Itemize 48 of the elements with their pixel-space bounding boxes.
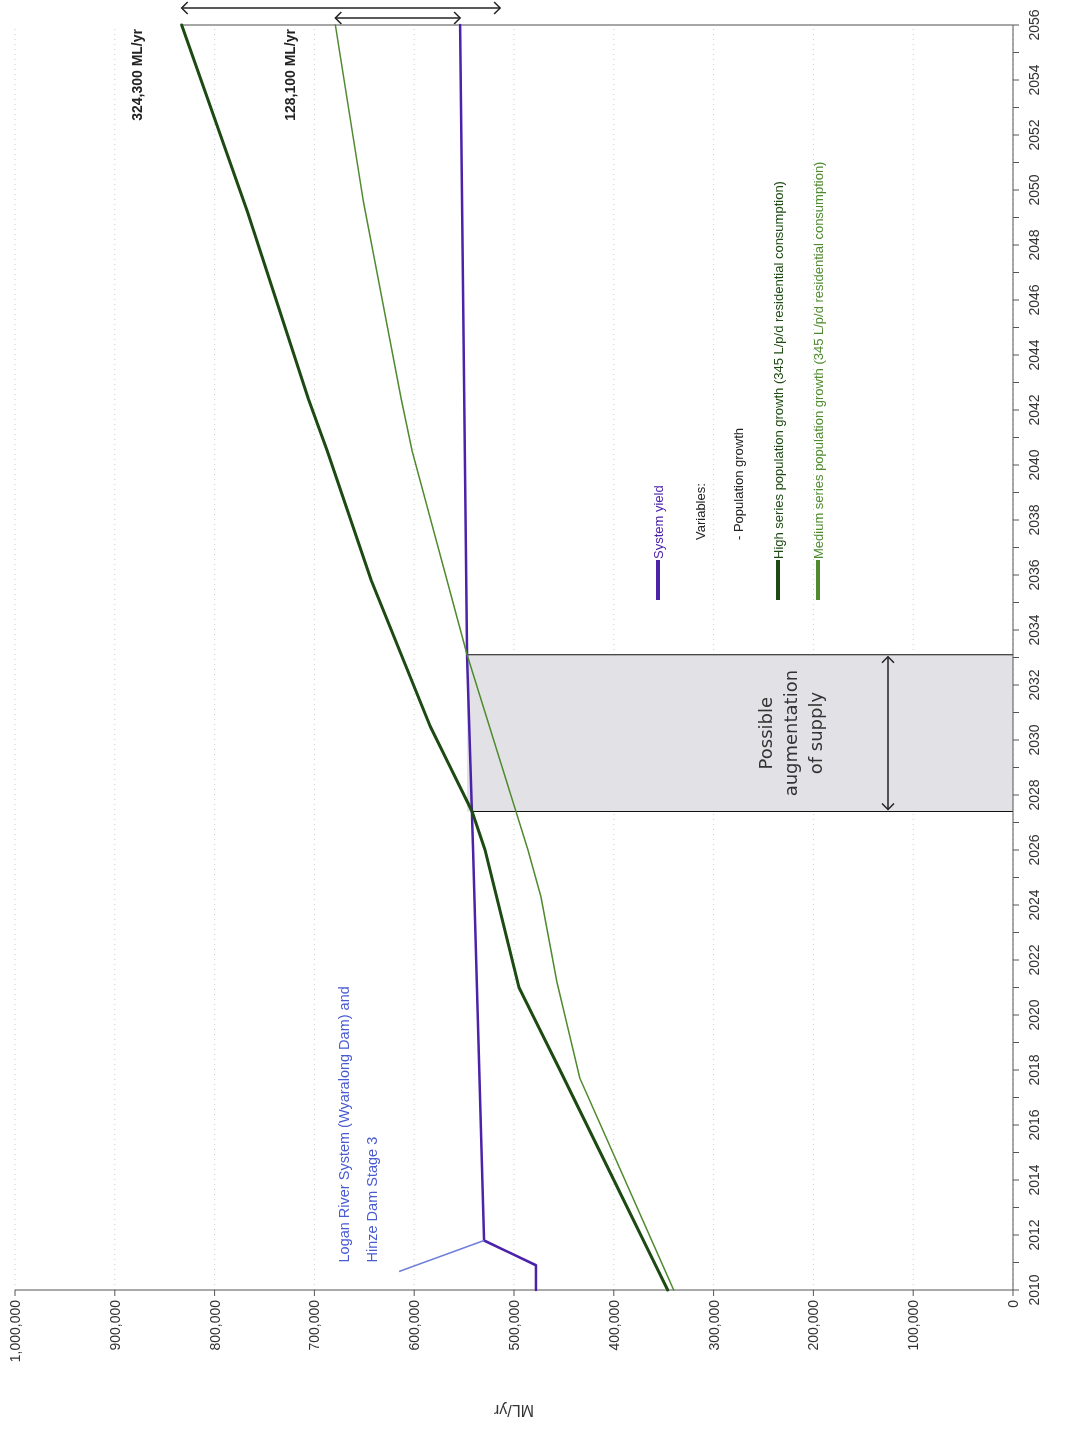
y-tick-label: 2030 <box>1026 724 1042 756</box>
band-label: Possible augmentation of supply <box>755 669 826 797</box>
text: System yield <box>651 485 666 559</box>
y-tick-label: 2010 <box>1026 1274 1042 1306</box>
y-tick-label: 2032 <box>1026 669 1042 701</box>
y-tick-label: 2042 <box>1026 394 1042 426</box>
y-tick-label: 2020 <box>1026 999 1042 1031</box>
y-tick-label: 2040 <box>1026 449 1042 481</box>
y-tick-label: 2044 <box>1026 339 1042 371</box>
y-tick-label: 2026 <box>1026 834 1042 866</box>
x-tick-label: 100,000 <box>905 1299 922 1351</box>
x-tick-label: 700,000 <box>306 1299 323 1351</box>
y-tick-label: 2018 <box>1026 1054 1042 1086</box>
y-tick-label: 2052 <box>1026 119 1042 151</box>
x-tick-label: 900,000 <box>106 1299 123 1351</box>
annotation: 324,300 ML/yr <box>128 28 145 121</box>
line-series <box>180 23 670 1292</box>
y-tick-label: 2056 <box>1026 9 1042 41</box>
y-tick-label: 2046 <box>1026 284 1042 316</box>
x-tick-label: 0 <box>1005 1299 1021 1308</box>
x-tick-label: 600,000 <box>406 1299 423 1351</box>
y-tick-label: 2014 <box>1026 1164 1042 1196</box>
y-tick-label: 2038 <box>1026 504 1042 536</box>
y-tick-label: 2034 <box>1026 614 1042 646</box>
line-series <box>334 24 675 1291</box>
annotation: Variables: <box>693 483 708 540</box>
x-tick-label: 1,000,000 <box>7 1299 23 1363</box>
annotation: 128,100 ML/yr <box>282 28 299 121</box>
y-tick-label: 2028 <box>1026 779 1042 811</box>
x-tick-label: 200,000 <box>805 1299 822 1351</box>
y-tick-label: 2036 <box>1026 559 1042 591</box>
y-tick-label: 2016 <box>1026 1109 1042 1141</box>
y-tick-label: 2054 <box>1026 64 1042 96</box>
y-tick-label: 2048 <box>1026 229 1042 261</box>
x-tick-label: 400,000 <box>605 1299 622 1351</box>
y-tick-label: 2022 <box>1026 944 1042 976</box>
text: High series population growth (345 L/p/d residential consumption) <box>771 181 786 559</box>
y-tick-label: 2024 <box>1026 889 1042 921</box>
text: Medium series population growth (345 L/p/d residential consumption) <box>811 161 826 559</box>
x-axis-title: ML/yr <box>493 1402 534 1419</box>
line-series <box>458 23 538 1292</box>
y-tick-label: 2050 <box>1026 174 1042 206</box>
annotation: Logan River System (Wyaralong Dam) and Hinze Dam Stage 3 <box>336 986 381 1263</box>
y-tick-label: 2012 <box>1026 1219 1042 1251</box>
annotation: - Population growth <box>731 427 746 540</box>
x-tick-label: 800,000 <box>206 1299 223 1351</box>
x-tick-label: 300,000 <box>705 1299 722 1351</box>
x-tick-label: 500,000 <box>506 1299 522 1351</box>
